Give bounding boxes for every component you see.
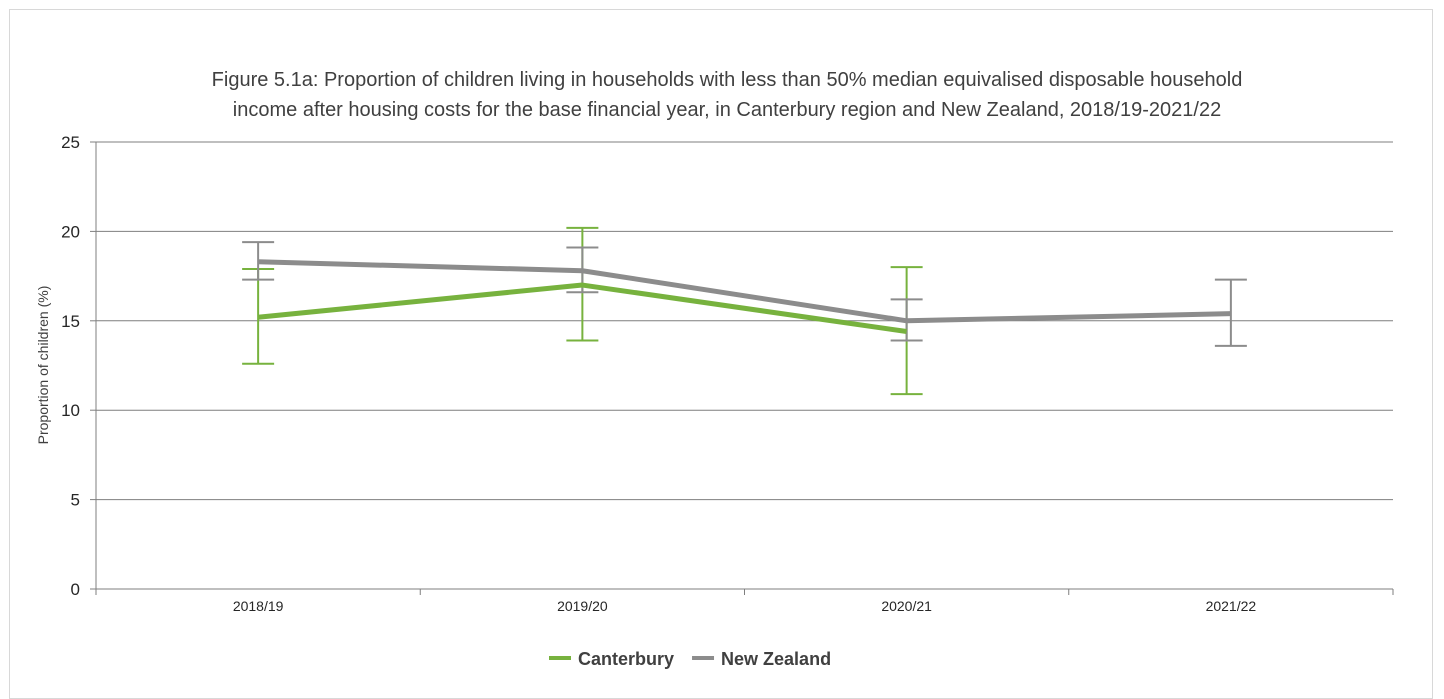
x-tick-label: 2019/20 <box>557 598 608 614</box>
error-bar-new-zealand <box>242 241 275 281</box>
legend-item-canterbury: Canterbury <box>549 649 674 669</box>
series-line-canterbury <box>257 282 907 335</box>
chart-frame <box>9 9 1433 699</box>
legend-label-canterbury: Canterbury <box>578 649 674 669</box>
legend: Canterbury New Zealand <box>549 649 831 669</box>
y-tick-label: 10 <box>61 401 80 420</box>
error-bars <box>242 226 1247 396</box>
y-tick-label: 0 <box>71 580 80 599</box>
y-tick-label: 15 <box>61 312 80 331</box>
y-tick-label: 5 <box>71 491 80 510</box>
x-tick-label: 2020/21 <box>881 598 932 614</box>
axes: 0 5 10 15 20 25 2018/19 2019/20 2020/21 2021/22 <box>61 133 1394 614</box>
y-tick-label: 20 <box>61 222 80 241</box>
chart-title-line-2: income after housing costs for the base … <box>233 99 1221 121</box>
series-lines <box>257 259 1231 335</box>
y-tick-label: 25 <box>61 133 80 152</box>
legend-label-new-zealand: New Zealand <box>721 649 831 669</box>
legend-item-new-zealand: New Zealand <box>692 649 831 669</box>
y-axis-label: Proportion of children (%) <box>35 286 51 445</box>
series-line-new-zealand <box>258 259 1231 324</box>
gridlines <box>96 141 1393 501</box>
error-bar-new-zealand <box>1214 278 1247 347</box>
x-tick-label: 2018/19 <box>233 598 284 614</box>
x-tick-label: 2021/22 <box>1206 598 1257 614</box>
chart-title-line-1: Figure 5.1a: Proportion of children livi… <box>212 69 1243 91</box>
